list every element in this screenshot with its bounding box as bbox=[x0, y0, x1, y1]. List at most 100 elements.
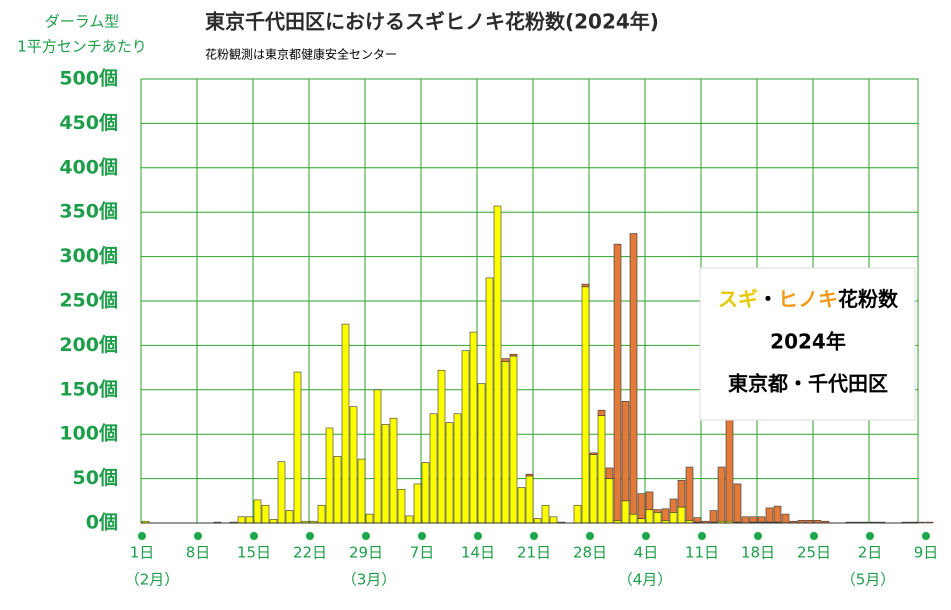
month-label: （2月） bbox=[125, 571, 180, 589]
bar-segment bbox=[629, 513, 638, 524]
bar-segment bbox=[493, 205, 502, 524]
bar-segment bbox=[373, 389, 382, 524]
bar-segment bbox=[485, 277, 494, 524]
bar-segment bbox=[709, 510, 718, 523]
bar-segment bbox=[381, 424, 390, 524]
bar-segment bbox=[693, 517, 702, 523]
month-label: （5月） bbox=[841, 571, 896, 589]
bar-segment bbox=[453, 413, 462, 524]
bar-segment bbox=[597, 409, 606, 416]
y-tick-label: 500個 bbox=[59, 68, 118, 90]
x-tick-dot bbox=[530, 532, 538, 540]
y-tick-label: 150個 bbox=[59, 378, 118, 400]
y-tick-label: 0個 bbox=[86, 512, 118, 534]
box-year: 2024年 bbox=[770, 330, 846, 354]
bar-segment bbox=[645, 509, 654, 524]
bar-segment bbox=[317, 504, 326, 524]
x-tick-label: 22日 bbox=[293, 544, 327, 562]
bar-segment bbox=[477, 383, 486, 524]
bar-segment bbox=[389, 417, 398, 524]
bar-segment bbox=[597, 415, 606, 524]
x-tick-dot bbox=[418, 532, 426, 540]
x-tick-dot bbox=[306, 532, 314, 540]
x-tick-dot bbox=[922, 532, 930, 540]
bar-segment bbox=[669, 498, 678, 513]
bar-segment bbox=[621, 500, 630, 524]
bar-segment bbox=[733, 483, 742, 523]
bar-segment bbox=[237, 516, 246, 524]
bar-segment bbox=[501, 361, 510, 524]
bar-segment bbox=[773, 505, 782, 523]
bar-segment bbox=[397, 488, 406, 524]
bar-segment bbox=[253, 499, 262, 524]
bar-segment bbox=[749, 516, 758, 523]
subtitle: 花粉観測は東京都健康安全センター bbox=[205, 47, 397, 62]
bar-segment bbox=[653, 512, 662, 524]
x-tick-dot bbox=[474, 532, 482, 540]
bar-segment bbox=[413, 483, 422, 524]
bar-segment bbox=[501, 358, 510, 362]
y-axis-label: 1平方センチあたり bbox=[17, 38, 147, 56]
x-tick-label: 21日 bbox=[517, 544, 551, 562]
bar-segment bbox=[333, 456, 342, 524]
x-tick-label: 1日 bbox=[130, 544, 155, 562]
bar-segment bbox=[677, 480, 686, 508]
y-tick-label: 300個 bbox=[59, 245, 118, 267]
bar-segment bbox=[541, 504, 550, 524]
y-tick-label: 200個 bbox=[59, 334, 118, 356]
box-title: スギ・ヒノキ花粉数 bbox=[718, 287, 899, 311]
bar-segment bbox=[717, 466, 726, 522]
bar-segment bbox=[445, 422, 454, 524]
x-tick-label: 9日 bbox=[914, 544, 939, 562]
bar-segment bbox=[781, 513, 790, 524]
bar-segment bbox=[581, 286, 590, 524]
bar-segment bbox=[765, 507, 774, 523]
bar-segment bbox=[245, 516, 254, 524]
x-tick-dot bbox=[810, 532, 818, 540]
bar-segment bbox=[645, 491, 654, 510]
x-tick-label: 2日 bbox=[858, 544, 883, 562]
bar-segment bbox=[293, 371, 302, 524]
bar-segment bbox=[525, 473, 534, 477]
y-tick-label: 250個 bbox=[59, 290, 118, 312]
bar-segment bbox=[621, 401, 630, 502]
bar-segment bbox=[429, 413, 438, 524]
bar-segment bbox=[653, 509, 662, 513]
month-label: （3月） bbox=[342, 571, 397, 589]
bar-segment bbox=[277, 461, 286, 524]
bar-segment bbox=[285, 510, 294, 524]
bar-segment bbox=[573, 504, 582, 524]
bar-segment bbox=[613, 243, 622, 521]
x-tick-label: 29日 bbox=[349, 544, 383, 562]
bar-segment bbox=[605, 467, 614, 479]
x-tick-dot bbox=[866, 532, 874, 540]
bar-segment bbox=[637, 518, 646, 524]
x-tick-label: 8日 bbox=[186, 544, 211, 562]
bar-segment bbox=[325, 427, 334, 524]
bar-segment bbox=[685, 466, 694, 521]
bar-segment bbox=[925, 521, 934, 524]
x-tick-dot bbox=[698, 532, 706, 540]
bar-segment bbox=[421, 462, 430, 524]
x-tick-label: 18日 bbox=[741, 544, 775, 562]
bar-segment bbox=[269, 519, 278, 524]
x-tick-label: 11日 bbox=[685, 544, 719, 562]
bar-segment bbox=[725, 411, 734, 522]
bar-segment bbox=[637, 493, 646, 519]
bar-segment bbox=[405, 515, 414, 524]
bar-segment bbox=[741, 516, 750, 524]
y-tick-label: 400個 bbox=[59, 156, 118, 178]
box-place: 東京都・千代田区 bbox=[728, 372, 888, 396]
bar-segment bbox=[629, 233, 638, 515]
x-tick-label: 15日 bbox=[237, 544, 271, 562]
bar-segment bbox=[605, 478, 614, 524]
bar-segment bbox=[589, 452, 598, 455]
bar-segment bbox=[349, 406, 358, 524]
y-tick-label: 100個 bbox=[59, 423, 118, 445]
bar-segment bbox=[677, 506, 686, 524]
x-tick-label: 28日 bbox=[573, 544, 607, 562]
bar-segment bbox=[357, 458, 366, 524]
bar-segment bbox=[525, 475, 534, 524]
x-tick-dot bbox=[362, 532, 370, 540]
